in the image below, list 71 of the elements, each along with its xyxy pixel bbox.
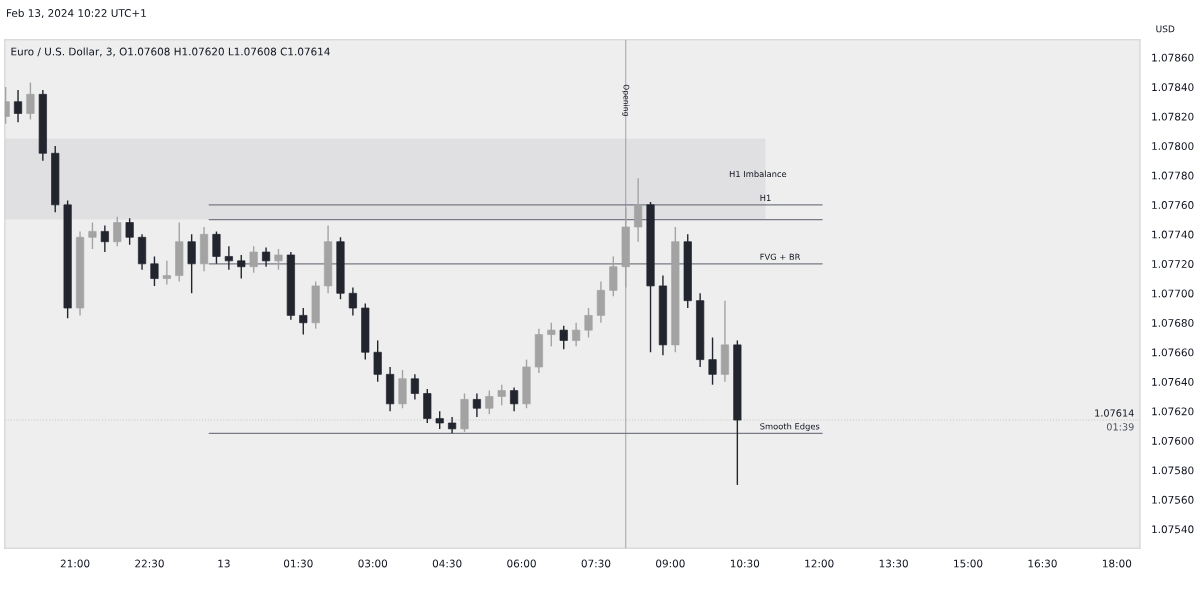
ref-line-label: 1.07614	[1095, 409, 1134, 417]
y-tick-label: 1.07820	[1152, 112, 1194, 121]
text: Euro / U.S. Dollar, 3, O1.07608 H1.07620 L1.07608 C1.07614	[11, 47, 330, 57]
x-tick-label: 22:30	[135, 559, 164, 568]
x-tick-label: 13:30	[879, 559, 908, 568]
x-tick-label: 03:00	[358, 559, 388, 568]
candlestick	[510, 386, 519, 412]
y-tick-label: 1.07660	[1152, 348, 1194, 357]
x-tick-label: 16:30	[1028, 559, 1057, 568]
text: USD	[1156, 25, 1175, 33]
y-tick-label: 1.07620	[1152, 407, 1194, 416]
x-tick-label: 15:00	[954, 559, 983, 568]
candlestick	[100, 224, 109, 253]
candlestick	[708, 336, 717, 386]
y-tick-label: 1.07800	[1152, 142, 1194, 151]
candlestick	[212, 230, 221, 265]
x-tick-label: 13	[218, 559, 230, 568]
x-tick-label: 07:30	[581, 559, 611, 568]
x-tick-label: 06:00	[507, 559, 536, 568]
candlestick	[113, 215, 122, 247]
candlestick	[547, 322, 556, 348]
candlestick	[249, 245, 258, 274]
y-tick-label: 1.07540	[1152, 525, 1194, 534]
candlestick	[485, 389, 494, 415]
candlestick	[237, 254, 246, 280]
candlestick	[572, 322, 581, 348]
candlestick	[634, 177, 643, 243]
y-tick-label: 1.07580	[1152, 466, 1194, 475]
candlestick	[609, 255, 618, 297]
y-tick-label: 1.07760	[1152, 201, 1194, 209]
x-tick-label: 21:00	[60, 559, 90, 568]
candlestick	[88, 221, 97, 250]
candlestick	[348, 286, 357, 317]
y-tick-label: 1.07780	[1152, 171, 1194, 180]
candlestick	[13, 89, 23, 124]
candlestick	[274, 248, 283, 271]
y-tick-label: 1.07640	[1152, 377, 1194, 386]
ref-line-label: FVG + BR	[760, 253, 801, 260]
candlestick	[125, 217, 134, 246]
candlestick	[299, 307, 308, 336]
candlestick	[224, 245, 233, 271]
candlestick	[584, 307, 593, 339]
y-tick-label: 1.07600	[1152, 436, 1194, 445]
candlestick	[472, 392, 481, 418]
y-tick-label: 1.07860	[1152, 53, 1194, 62]
candlestick	[373, 339, 382, 383]
x-tick-label: 18:00	[1102, 559, 1132, 568]
x-tick-label: 12:00	[805, 559, 834, 568]
candlestick	[26, 81, 35, 121]
x-tick-label: 04:30	[432, 559, 462, 568]
band-label: H1 Imbalance	[729, 170, 787, 178]
annotation: 01:39	[1106, 423, 1134, 431]
candlestick	[262, 246, 271, 268]
x-tick-label: 01:30	[283, 559, 313, 568]
ref-line-label: H1	[760, 194, 771, 201]
y-tick-label: 1.07720	[1152, 260, 1194, 268]
candlestick	[162, 260, 171, 286]
text: Feb 13, 2024 10:22 UTC+1	[7, 8, 146, 19]
y-tick-label: 1.07700	[1152, 289, 1194, 298]
candlestick	[187, 233, 196, 294]
y-tick-label: 1.07560	[1152, 495, 1194, 504]
y-tick-label: 1.07840	[1152, 83, 1194, 92]
y-tick-label: 1.07740	[1152, 230, 1194, 239]
x-tick-label: 09:00	[656, 559, 685, 568]
candlestick	[410, 373, 419, 401]
x-tick-label: 10:30	[730, 559, 760, 568]
candlestick	[559, 325, 568, 350]
candlestick	[497, 383, 506, 406]
y-tick-label: 1.07680	[1152, 319, 1194, 327]
ref-line-label: Smooth Edges	[760, 423, 820, 432]
candlestick	[150, 255, 159, 287]
